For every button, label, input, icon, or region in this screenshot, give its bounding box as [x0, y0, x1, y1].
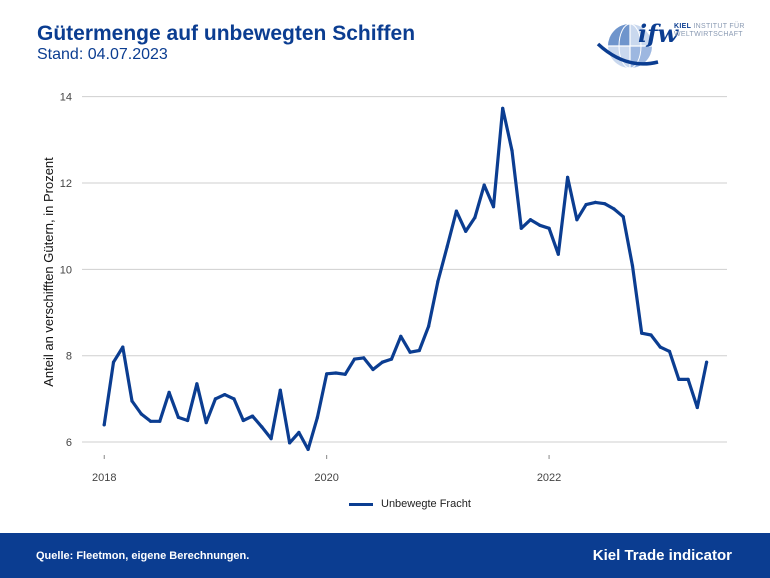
- source-note: Quelle: Fleetmon, eigene Berechnungen.: [36, 550, 250, 562]
- y-axis-label: Anteil an verschifften Gütern, in Prozen…: [41, 157, 56, 387]
- data-point: [139, 412, 143, 416]
- data-point: [102, 423, 106, 427]
- data-point: [603, 202, 607, 206]
- data-point: [315, 415, 319, 419]
- data-point: [334, 371, 338, 375]
- y-tick-label-10: 10: [60, 264, 72, 276]
- grid-layer: [82, 96, 727, 443]
- data-point: [528, 218, 533, 222]
- data-point: [705, 360, 709, 364]
- data-point: [695, 405, 699, 410]
- data-point: [306, 447, 310, 451]
- legend: Unbewegte Fracht: [349, 498, 471, 510]
- data-point: [519, 226, 523, 230]
- data-point: [667, 349, 672, 353]
- logo-mark: ifw: [638, 19, 679, 48]
- data-point: [473, 215, 477, 220]
- data-point: [288, 441, 292, 445]
- x-tick-label-2022: 2022: [537, 472, 561, 484]
- data-point: [195, 382, 199, 386]
- data-point: [362, 356, 366, 360]
- legend-swatch: [349, 502, 373, 506]
- data-point: [121, 345, 125, 349]
- data-point: [213, 397, 217, 401]
- data-point: [130, 399, 134, 403]
- data-point: [491, 205, 496, 209]
- data-point: [158, 419, 162, 423]
- logo-institute-name: KIEL INSTITUT FÜR WELTWIRTSCHAFT: [674, 23, 745, 39]
- chart-title: Gütermenge auf unbewegten Schiffen: [37, 22, 416, 45]
- data-point: [399, 334, 403, 338]
- data-point: [204, 421, 208, 425]
- data-point: [241, 418, 245, 423]
- data-point: [343, 372, 347, 376]
- ifw-logo: ifw KIEL INSTITUT FÜR WELTWIRTSCHAFT: [596, 18, 746, 74]
- data-point: [630, 264, 635, 268]
- data-point: [380, 360, 384, 364]
- logo-line2: WELTWIRTSCHAFT: [674, 31, 743, 38]
- y-tick-label-6: 6: [66, 437, 72, 449]
- y-tick-label-8: 8: [66, 351, 72, 363]
- data-point: [176, 415, 180, 419]
- data-point: [250, 414, 255, 418]
- data-point: [621, 215, 625, 219]
- data-point: [149, 419, 153, 423]
- data-point: [167, 390, 171, 394]
- y-tick-label-14: 14: [60, 92, 72, 104]
- data-point: [501, 106, 505, 110]
- data-point: [547, 226, 551, 230]
- data-point: [260, 425, 264, 429]
- data-point: [436, 279, 440, 283]
- line-chart: 6 8 10 12 14 2018 2020 2022 Anteil an verschif…: [41, 92, 727, 484]
- brand-label: Kiel Trade indicator: [592, 547, 732, 564]
- data-point: [297, 430, 301, 435]
- data-point: [278, 388, 282, 392]
- data-point: [232, 397, 236, 401]
- data-point: [677, 377, 681, 381]
- footer-bar: Quelle: Fleetmon, eigene Berechnungen. K…: [0, 533, 770, 578]
- x-tick-labels: 2018 2020 2022: [92, 455, 561, 484]
- data-point: [538, 223, 542, 227]
- chart-subtitle: Stand: 04.07.2023: [37, 46, 168, 63]
- legend-label: Unbewegte Fracht: [381, 498, 471, 510]
- data-point: [417, 348, 421, 353]
- data-point: [649, 333, 653, 337]
- data-point: [389, 357, 394, 361]
- data-point: [566, 175, 570, 179]
- data-point: [464, 229, 468, 233]
- y-tick-label-12: 12: [60, 178, 72, 190]
- data-point: [408, 350, 412, 354]
- data-point: [186, 418, 190, 423]
- logo-line1-rest: INSTITUT FÜR: [693, 23, 745, 30]
- data-point: [556, 252, 560, 256]
- data-point: [223, 393, 227, 397]
- data-point: [686, 377, 690, 381]
- data-point: [510, 149, 514, 153]
- data-point: [352, 357, 357, 361]
- series-line-0: [102, 106, 709, 451]
- data-point: [454, 209, 458, 213]
- data-point: [427, 324, 431, 328]
- data-point: [612, 207, 616, 211]
- data-point: [658, 345, 662, 349]
- logo-line1-bold: KIEL: [674, 23, 692, 30]
- data-point: [482, 183, 486, 187]
- data-point: [371, 367, 375, 372]
- data-point: [325, 372, 329, 376]
- x-tick-label-2018: 2018: [92, 472, 116, 484]
- data-point: [575, 218, 579, 222]
- data-point: [269, 437, 273, 441]
- data-point: [445, 245, 449, 249]
- data-point: [584, 203, 588, 207]
- x-tick-label-2020: 2020: [314, 472, 338, 484]
- globe-icon: [596, 23, 659, 69]
- data-point: [640, 331, 644, 335]
- y-tick-labels: 6 8 10 12 14: [60, 92, 72, 449]
- series-layer: [102, 106, 709, 451]
- data-point: [111, 360, 116, 364]
- data-point: [593, 200, 598, 204]
